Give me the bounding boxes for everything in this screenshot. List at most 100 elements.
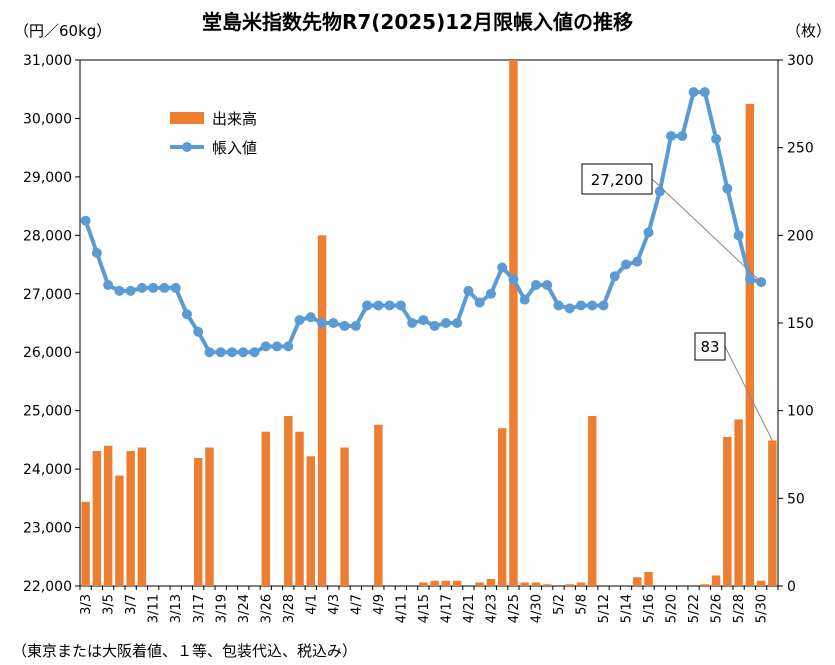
volume-bar [723,436,732,586]
y-right-tick-label: 200 [787,228,814,244]
footnote: （東京または大阪着値、１等、包装代込、税込み） [12,642,358,660]
settlement-point [677,130,688,141]
settlement-point [260,341,271,352]
callout-line-volume [724,346,773,441]
volume-bar [81,501,90,586]
volume-bar [700,584,710,586]
x-tick-label: 5/8 [575,594,590,615]
settlement-point [373,300,384,311]
x-tick-label: 5/22 [687,594,702,623]
y-left-tick-label: 26,000 [23,345,72,361]
x-tick-label: 3/11 [147,594,162,623]
settlement-point [204,347,215,358]
y-left-tick-label: 31,000 [23,53,72,69]
settlement-point [632,256,643,267]
x-tick-label: 5/30 [755,594,770,623]
settlement-point [328,318,339,328]
settlement-point [688,87,699,98]
volume-bar [374,424,383,586]
volume-bar [711,575,721,586]
x-tick-label: 4/1 [304,594,319,615]
y-right-tick-label: 100 [787,404,814,420]
settlement-point [508,274,519,285]
settlement-point [384,300,395,311]
x-tick-label: 3/5 [102,594,117,615]
settlement-point [272,341,283,352]
y-left-tick-label: 29,000 [23,170,72,186]
settlement-point [463,285,474,296]
volume-bar [576,582,586,586]
settlement-point [305,312,316,323]
y-left-tick-label: 27,000 [23,287,72,303]
x-tick-label: 4/11 [394,594,409,623]
x-tick-label: 5/2 [552,594,567,615]
volume-bar [452,580,462,586]
x-tick-label: 3/19 [214,594,229,623]
x-tick-label: 3/3 [79,594,94,615]
volume-bar [497,428,507,586]
y-right-tick-label: 150 [787,316,814,332]
settlement-point [114,285,125,296]
volume-bar [430,580,439,586]
x-tick-label: 4/23 [484,594,499,623]
callout-box-volume [694,332,726,361]
settlement-point [395,300,406,311]
volume-bar [531,582,541,586]
volume-bar [475,582,484,586]
settlement-point [429,320,440,331]
right-axis-unit: （枚） [786,22,832,40]
settlement-point [553,300,564,311]
settlement-point [699,87,710,98]
settlement-point [744,274,755,285]
y-right-tick-label: 0 [787,579,796,595]
settlement-point [418,315,429,326]
settlement-point [294,315,305,326]
settlement-point [362,300,373,311]
settlement-point [485,288,496,299]
settlement-point [339,320,350,331]
legend-label-settlement: 帳入値 [212,139,257,157]
x-tick-label: 4/30 [530,594,545,623]
volume-bar [486,578,496,586]
callout-line-settlement [651,178,762,283]
settlement-point [530,280,541,291]
x-tick-label: 3/28 [282,594,297,623]
x-tick-label: 4/7 [349,594,364,615]
left-axis-unit: （円／60kg） [14,22,112,40]
callout-label-settlement: 27,200 [591,171,644,189]
x-tick-label: 4/25 [507,594,522,623]
settlement-point [666,130,677,141]
callout-box-settlement [581,163,653,195]
settlement-point [598,300,609,311]
y-right-tick-label: 250 [787,141,814,157]
settlement-point [643,227,654,238]
settlement-point [497,262,508,273]
y-left-tick-label: 24,000 [23,462,72,478]
settlement-point [654,186,665,197]
volume-bar [295,431,304,586]
legend-label-volume: 出来高 [212,110,257,128]
settlement-point [575,300,586,311]
x-tick-label: 3/17 [192,594,207,623]
x-tick-label: 5/28 [732,594,747,623]
volume-bar [756,580,766,586]
x-tick-label: 4/17 [439,594,454,623]
volume-bar [588,415,597,586]
volume-bar [441,580,451,586]
chart-title: 堂島米指数先物R7(2025)12月限帳入値の推移 [201,10,634,34]
volume-bar [317,235,327,587]
x-tick-label: 5/26 [710,594,725,623]
settlement-point [148,282,159,293]
volume-bar [92,450,102,586]
settlement-point [587,300,598,311]
volume-bar [633,577,642,586]
settlement-point [519,294,530,305]
y-left-tick-label: 23,000 [23,521,72,537]
volume-bar [137,447,147,586]
x-tick-label: 5/12 [597,594,612,623]
settlement-point [193,326,204,337]
settlement-point [609,271,620,282]
settlement-point [80,215,91,226]
